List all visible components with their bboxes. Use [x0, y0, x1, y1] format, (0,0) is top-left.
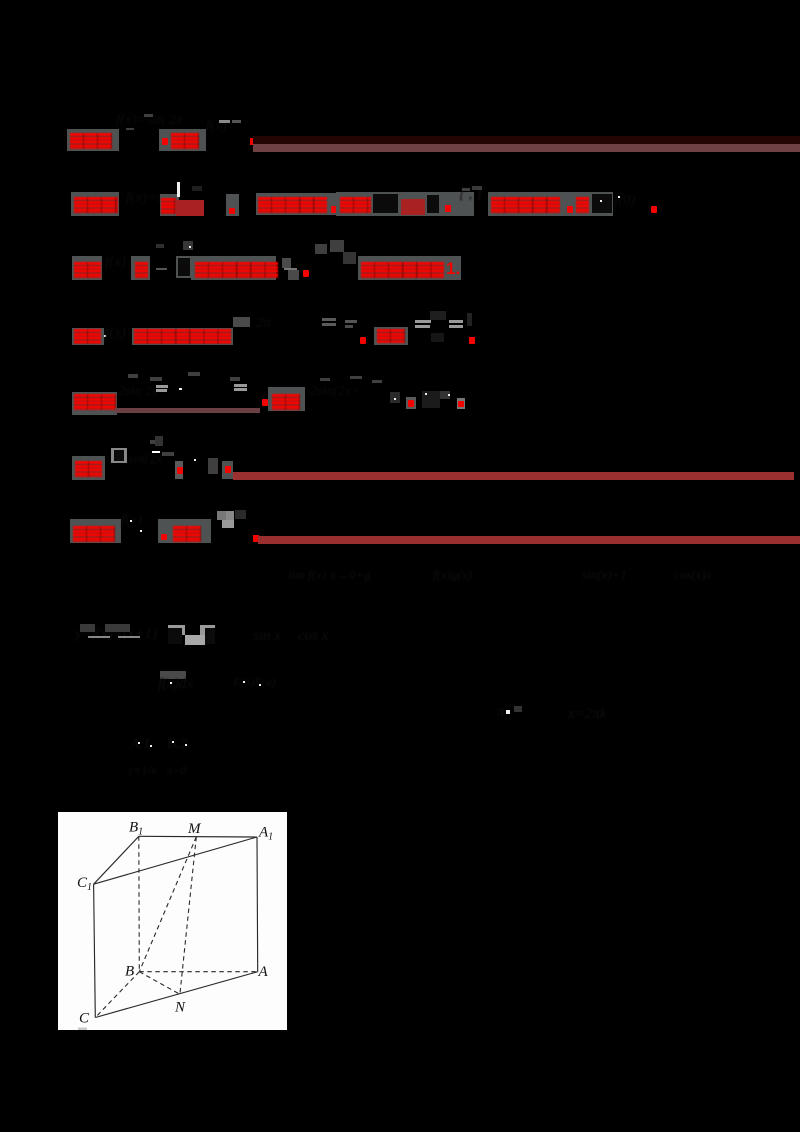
svg-text:A: A	[258, 964, 269, 980]
svg-text:M: M	[187, 821, 202, 837]
svg-text:C: C	[79, 1011, 90, 1027]
svg-text:B: B	[125, 964, 134, 980]
svg-text:N: N	[174, 1000, 186, 1016]
